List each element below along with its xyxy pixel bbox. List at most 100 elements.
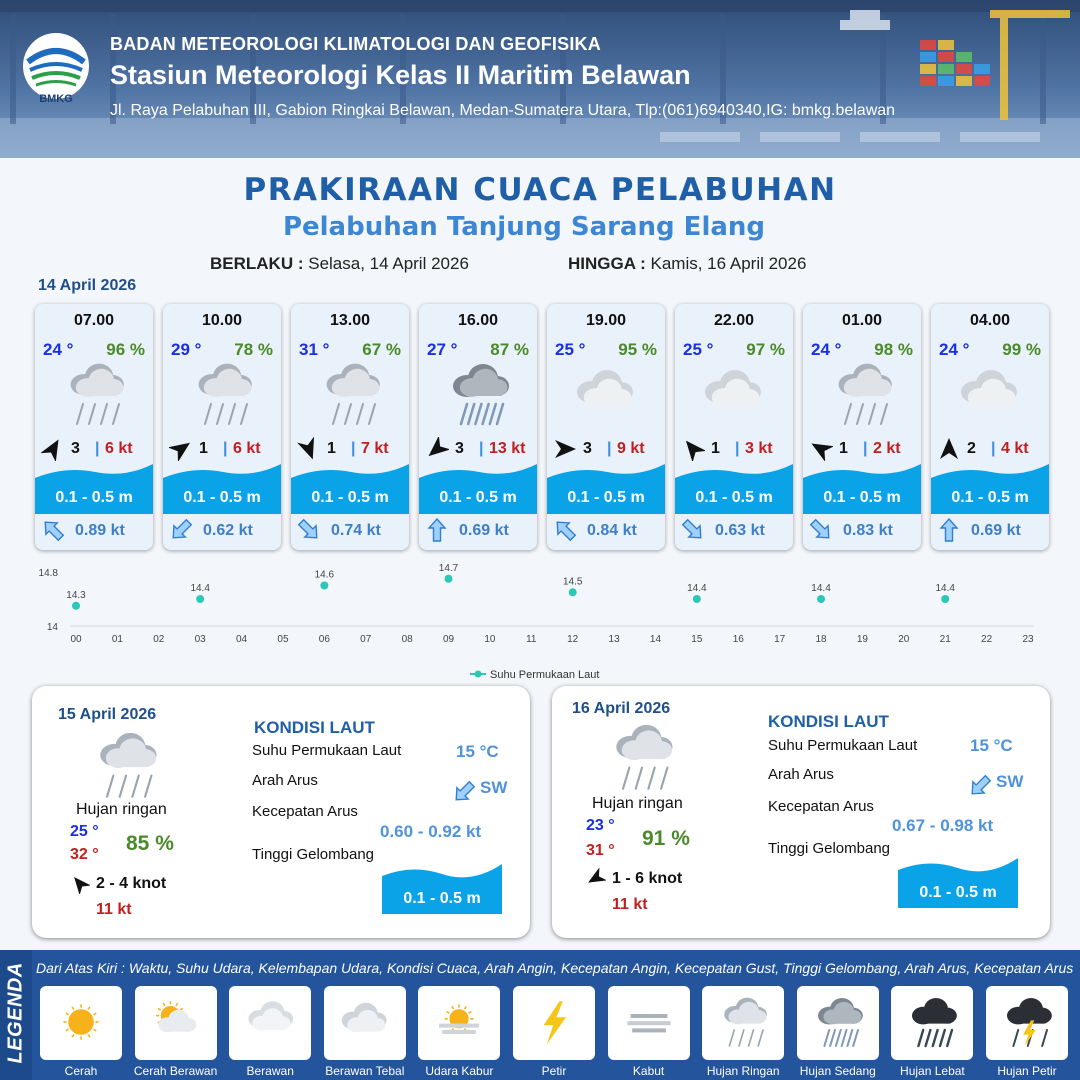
current-speed: 0.62 kt xyxy=(203,522,253,539)
wave-shape xyxy=(35,464,153,514)
data-point xyxy=(444,574,453,583)
udara-kabur-icon xyxy=(439,1004,480,1034)
legend-item-box xyxy=(891,986,974,1060)
current-speed-label: Kecepatan Arus xyxy=(252,803,358,820)
hujan-lebat-icon xyxy=(912,998,958,1048)
logo-text: BMKG xyxy=(39,93,73,105)
forecast-temperature: 24 ° xyxy=(43,340,74,359)
forecast-temperature: 31 ° xyxy=(299,340,330,359)
legend-item-label: Hujan Petir xyxy=(997,1064,1057,1078)
current-direction-icon xyxy=(681,518,702,539)
forecast-card: 01.00 24 ° 98 % 1 | 2 kt 0.1 - 0.5 m 0.83 kt xyxy=(803,304,921,550)
station-name: Stasiun Meteorologi Kelas II Maritim Bel… xyxy=(110,60,691,90)
legend-item-box xyxy=(418,986,501,1060)
hujan-ringan-icon xyxy=(70,363,124,425)
wave-shape xyxy=(291,464,409,514)
legend-item-box xyxy=(702,986,785,1060)
current-speed-value: 0.67 - 0.98 kt xyxy=(892,816,994,835)
forecast-card: 07.00 24 ° 96 % 3 | 6 kt 0.1 - 0.5 m 0.89 kt xyxy=(35,304,153,550)
data-point xyxy=(196,595,205,603)
x-tick-label: 07 xyxy=(360,634,372,645)
x-tick-label: 13 xyxy=(609,634,621,645)
wave-height: 0.1 - 0.5 m xyxy=(183,489,261,506)
daily-condition: Hujan ringan xyxy=(592,795,683,812)
data-label: 14.7 xyxy=(439,563,459,574)
legend-item-box xyxy=(796,986,879,1060)
wind-speed: 3 xyxy=(71,440,80,457)
x-tick-label: 18 xyxy=(815,634,827,645)
data-label: 14.3 xyxy=(66,590,86,601)
legend-item-label: Petir xyxy=(541,1064,567,1078)
current-direction-icon xyxy=(971,774,992,795)
legend-item-label: Udara Kabur xyxy=(425,1064,494,1078)
gust-separator: | xyxy=(223,440,228,457)
gust-separator: | xyxy=(479,440,484,457)
current-speed: 0.83 kt xyxy=(843,522,893,539)
legend-label: Suhu Permukaan Laut xyxy=(490,669,599,681)
legend-item-label: Kabut xyxy=(632,1064,665,1078)
forecast-card: 13.00 31 ° 67 % 1 | 7 kt 0.1 - 0.5 m 0.74 kt xyxy=(291,304,409,550)
wind-speed: 3 xyxy=(455,440,464,457)
current-direction-value: SW xyxy=(480,778,508,797)
x-tick-label: 09 xyxy=(443,634,455,645)
page-title: PRAKIRAAN CUACA PELABUHAN xyxy=(243,172,837,208)
forecast-date-label: 14 April 2026 xyxy=(38,277,137,294)
sst-label: Suhu Permukaan Laut xyxy=(252,742,402,759)
data-label: 14.4 xyxy=(811,583,831,594)
current-direction-icon xyxy=(172,518,193,539)
forecast-time: 07.00 xyxy=(73,312,115,329)
forecast-card: 10.00 29 ° 78 % 1 | 6 kt 0.1 - 0.5 m 0.62 kt xyxy=(163,304,281,550)
wave-shape xyxy=(547,464,665,514)
forecast-humidity: 87 % xyxy=(490,340,529,359)
daily-wind-speed: 2 - 4 knot xyxy=(96,875,167,892)
legend-title: LEGENDA xyxy=(4,962,27,1064)
current-speed-label: Kecepatan Arus xyxy=(768,798,874,815)
daily-gust: 11 kt xyxy=(96,901,132,918)
forecast-card: 19.00 25 ° 95 % 3 | 9 kt 0.1 - 0.5 m 0.84 kt xyxy=(547,304,665,550)
y-tick-label: 14.8 xyxy=(39,568,59,579)
wave-height: 0.1 - 0.5 m xyxy=(439,489,517,506)
legend-item-box xyxy=(134,986,217,1060)
berawan-tebal-icon xyxy=(961,370,1017,407)
current-direction-icon xyxy=(556,521,577,542)
daily-summary-day1: 15 April 2026 Hujan ringan 25 ° 32 ° 85 … xyxy=(32,686,530,938)
sea-condition-title: KONDISI LAUT xyxy=(254,718,375,737)
forecast-time: 16.00 xyxy=(457,312,499,329)
data-label: 14.4 xyxy=(687,583,707,594)
kabut-icon xyxy=(626,1014,671,1033)
valid-to: HINGGA : Kamis, 16 April 2026 xyxy=(568,254,806,274)
wind-direction-icon xyxy=(555,440,576,458)
wind-speed: 2 xyxy=(967,440,976,457)
wave-shape xyxy=(163,464,281,514)
daily-summary-day2: 16 April 2026 Hujan ringan 23 ° 31 ° 91 … xyxy=(552,686,1050,938)
current-direction-icon xyxy=(939,518,959,542)
daily-temp-min: 23 ° xyxy=(586,817,615,834)
forecast-card: 16.00 27 ° 87 % 3 | 13 kt 0.1 - 0.5 m 0.69 kt xyxy=(419,304,537,550)
valid-to-value: Kamis, 16 April 2026 xyxy=(650,254,807,273)
wave-height: 0.1 - 0.5 m xyxy=(311,489,389,506)
forecast-humidity: 96 % xyxy=(106,340,145,359)
legend-item-box xyxy=(607,986,690,1060)
forecast-temperature: 29 ° xyxy=(171,340,202,359)
x-tick-label: 17 xyxy=(774,634,786,645)
current-direction-icon xyxy=(809,518,830,539)
legend-item-label: Berawan xyxy=(246,1064,294,1078)
forecast-humidity: 98 % xyxy=(874,340,913,359)
wave-height-value: 0.1 - 0.5 m xyxy=(919,884,997,901)
current-direction-label: Arah Arus xyxy=(252,772,318,789)
wave-shape xyxy=(931,464,1049,514)
sst-label: Suhu Permukaan Laut xyxy=(768,737,918,754)
x-tick-label: 22 xyxy=(981,634,993,645)
hujan-petir-icon xyxy=(1007,998,1052,1047)
hujan-ringan-icon xyxy=(724,997,768,1047)
data-point xyxy=(941,595,950,603)
daily-date: 16 April 2026 xyxy=(572,700,671,717)
forecast-card: 04.00 24 ° 99 % 2 | 4 kt 0.1 - 0.5 m 0.69 kt xyxy=(931,304,1049,550)
wind-direction-icon xyxy=(41,439,59,461)
x-tick-label: 08 xyxy=(402,634,414,645)
hujan-ringan-icon xyxy=(198,363,252,425)
wave-height-label: Tinggi Gelombang xyxy=(768,840,891,857)
agency-name: BADAN METEOROLOGI KLIMATOLOGI DAN GEOFIS… xyxy=(110,34,601,54)
hujan-ringan-icon xyxy=(616,724,673,790)
wind-speed: 1 xyxy=(199,440,208,457)
